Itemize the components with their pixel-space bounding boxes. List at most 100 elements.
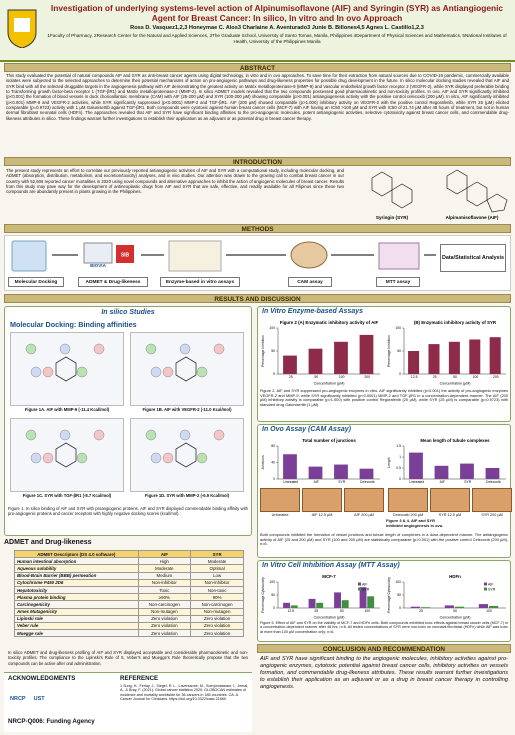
x-tick-label: SYR: [338, 480, 346, 484]
bar: [283, 602, 290, 608]
x-tick-label: Untreated: [409, 480, 424, 484]
y-axis-label: Length: [387, 457, 391, 467]
table-cell: Non-carcinogen: [190, 600, 244, 609]
legend-swatch: [358, 587, 361, 591]
table-cell: Non-inhibitor: [137, 578, 192, 587]
table-cell: High: [137, 557, 192, 566]
bar: [409, 452, 423, 479]
residue: [59, 343, 71, 355]
bar: [408, 351, 420, 374]
table-cell: Plasma protein binding: [14, 593, 139, 602]
table-row: Muegge rule Zero violation Zero violation: [14, 629, 244, 638]
method-step: CAM assay: [288, 277, 332, 287]
docking-panel: [10, 332, 124, 406]
title: Investigation of underlying systems-leve…: [50, 3, 504, 23]
bar: [334, 464, 348, 479]
box-heading: ADMET and Drug-likeness: [4, 539, 92, 546]
table-cell: Carcinogenicity: [14, 600, 139, 609]
x-tick-label: 12.5: [287, 609, 294, 613]
ligand: [175, 442, 197, 468]
table-caption: In silico ADMET and drug-likeness profil…: [8, 650, 248, 666]
logo-text: UST: [33, 696, 45, 702]
chart: Mean length of tubule complexes Length 0 0.…: [386, 436, 510, 486]
figure-caption: Both compounds inhibited the formation o…: [260, 532, 508, 547]
ligand: [55, 356, 77, 382]
cam-photo: [302, 488, 342, 512]
bar: [283, 454, 297, 479]
ligand: [175, 356, 197, 382]
bar: [410, 606, 420, 608]
figure-caption: Figure 2. AIF and SYR suppressed pro-ang…: [260, 388, 508, 407]
molecule-graphic: [25, 343, 105, 382]
chart: Total number of junctions Junctions 0 40 80 U…: [260, 436, 384, 486]
table-header-row: ADMET Descriptors (DS 4.0 software) AIF SY…: [14, 549, 244, 559]
residue: [42, 366, 54, 378]
residue: [30, 452, 42, 464]
residue: [42, 452, 54, 464]
legend-label: SYR: [488, 587, 496, 591]
legend-swatch: [484, 582, 487, 586]
cam-photo: [388, 488, 428, 512]
y-axis-label: Percentage Inhibition: [387, 335, 391, 367]
residue: [179, 429, 191, 441]
bar: [341, 600, 349, 608]
table-cell: Hepatotoxicity: [14, 585, 139, 595]
y-tick-label: 0: [399, 477, 401, 481]
chart-bg: [386, 318, 510, 386]
conclusion-text: AIF and SYR have significant binding to …: [260, 656, 508, 691]
table-header: ADMET Descriptors (DS 4.0 software): [14, 549, 139, 559]
chart-title: Figure 2 (A) Enzymatic inhibitory activi…: [280, 320, 379, 325]
box-heading: In silico Studies: [101, 309, 155, 316]
logo-text: BIOVIA: [90, 263, 107, 268]
table-row: Aqueous solubility Moderate Optimal: [14, 564, 244, 573]
x-tick-label: 100: [364, 609, 370, 613]
y-axis-label: Percentage Cytotoxicity: [387, 577, 391, 613]
x-tick-label: 25: [419, 609, 423, 613]
residue: [59, 429, 71, 441]
residue: [179, 343, 191, 355]
chart: HDFn Percentage Cytotoxicity Concentration…: [386, 572, 510, 620]
table-cell: Moderate: [137, 564, 192, 573]
table-cell: Medium: [137, 571, 192, 580]
bar: [469, 339, 481, 374]
molecule-graphic: [25, 429, 105, 468]
x-tick-label: 50: [314, 375, 318, 379]
x-tick-label: 50: [453, 375, 457, 379]
x-tick-label: 100: [486, 609, 492, 613]
x-tick-label: 25: [433, 375, 437, 379]
chart-title: HDFn: [449, 574, 461, 579]
y-tick-label: 50: [271, 593, 275, 597]
funding: NRCP-Q006: Funding Agency: [8, 718, 95, 725]
table-row: Ames Mutagenicity Non-mutagen Non-mutagen: [14, 607, 244, 616]
table-cell: Zero violation: [137, 614, 192, 623]
compound-structures: Syringin (SYR) Alpinumisoflavone (AIF): [371, 169, 508, 220]
panel-caption: Figure 1D. SYR with MMP-2 (-6.9 Kcal/mol…: [144, 493, 230, 498]
y-tick-label: 0: [273, 477, 275, 481]
residue: [76, 366, 88, 378]
y-tick-label: 0: [399, 372, 401, 376]
table-cell: Toxic: [137, 585, 192, 595]
table-cell: Aqueous solubility: [14, 564, 139, 573]
bar: [428, 344, 440, 374]
section-heading: RESULTS AND DISCUSSION: [4, 294, 511, 303]
box-heading: In Vitro Cell Inhibition Assay (MTT Assa…: [262, 562, 400, 569]
cam-photos: Untreated AIF 12.5 µM AIF 200 µM Celecoxib …: [260, 488, 512, 528]
table-cell: Cytochrome P450 2D6: [14, 578, 139, 587]
table-cell: Non-mutagen: [190, 607, 244, 616]
bar: [478, 604, 488, 608]
panel-caption: Figure 1C. SYR with TGF-βR1 (-8.7 Kcal/m…: [22, 493, 112, 498]
table-header: AIF: [137, 549, 192, 559]
photo-label: Celecoxib 200 µM: [392, 513, 424, 517]
y-tick-label: 100: [395, 326, 401, 330]
bar: [460, 463, 474, 479]
molecule-graphic: [145, 429, 225, 468]
y-tick-label: 50: [271, 349, 275, 353]
residue: [162, 366, 174, 378]
box-heading: In Ovo Assay (CAM Assay): [262, 426, 351, 433]
bar: [308, 466, 323, 479]
bar: [489, 605, 499, 608]
authors: Ross D. Vasquez1,2,3 Honeymae C. Alos3 C…: [130, 25, 424, 31]
chart-title: (B) Enzymatic inhibitory activity of SYR: [414, 320, 497, 325]
footer-heading: REFERENCE: [120, 675, 159, 682]
y-axis-label: Percentage Inhibition: [261, 335, 265, 367]
